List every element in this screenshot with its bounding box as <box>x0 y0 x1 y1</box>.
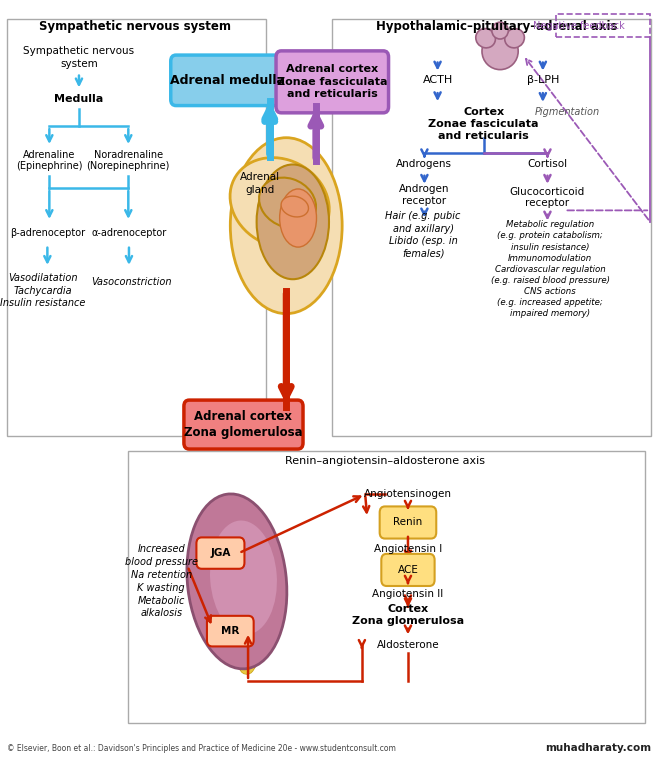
FancyBboxPatch shape <box>184 400 303 449</box>
Ellipse shape <box>259 177 316 228</box>
Text: Cortex
Zona glomerulosa: Cortex Zona glomerulosa <box>352 604 464 627</box>
Text: © Elsevier, Boon et al.: Davidson's Principles and Practice of Medicine 20e - ww: © Elsevier, Boon et al.: Davidson's Prin… <box>7 744 395 753</box>
Ellipse shape <box>281 196 309 217</box>
Text: Adrenal cortex
Zona glomerulosa: Adrenal cortex Zona glomerulosa <box>184 410 303 439</box>
Text: Adrenal cortex
Zonae fasciculata
and reticularis: Adrenal cortex Zonae fasciculata and ret… <box>277 64 388 99</box>
Text: Hair (e.g. pubic
and axillary)
Libido (esp. in
females): Hair (e.g. pubic and axillary) Libido (e… <box>386 211 461 259</box>
FancyBboxPatch shape <box>380 506 436 539</box>
Ellipse shape <box>492 22 509 39</box>
FancyBboxPatch shape <box>276 51 388 113</box>
Text: Negative feedback: Negative feedback <box>533 21 625 31</box>
Text: Androgen
receptor: Androgen receptor <box>399 184 449 206</box>
Text: Pigmentation: Pigmentation <box>535 107 599 118</box>
Text: ACE: ACE <box>397 565 418 575</box>
FancyBboxPatch shape <box>170 55 283 106</box>
Text: Adrenaline
(Epinephrine): Adrenaline (Epinephrine) <box>16 150 83 171</box>
Text: β-adrenoceptor: β-adrenoceptor <box>10 228 85 239</box>
Ellipse shape <box>257 164 329 279</box>
Text: Hypothalamic–pituitary–adrenal axis: Hypothalamic–pituitary–adrenal axis <box>376 21 618 33</box>
Text: Aldosterone: Aldosterone <box>376 640 440 650</box>
Text: Increased
blood pressure
Na retention
K wasting
Metabolic
alkalosis: Increased blood pressure Na retention K … <box>125 545 197 618</box>
FancyBboxPatch shape <box>196 538 245 569</box>
Text: Cortisol: Cortisol <box>528 159 567 170</box>
Ellipse shape <box>230 138 342 314</box>
Bar <box>332 19 651 436</box>
Bar <box>128 451 645 723</box>
Text: Medulla: Medulla <box>55 94 103 105</box>
Text: Vasodilatation
Tachycardia
Insulin resistance: Vasodilatation Tachycardia Insulin resis… <box>0 273 86 308</box>
Text: Adrenal
gland: Adrenal gland <box>240 172 280 195</box>
Bar <box>556 14 650 37</box>
Text: Vasoconstriction: Vasoconstriction <box>91 276 172 287</box>
Ellipse shape <box>476 28 495 48</box>
Ellipse shape <box>505 28 524 48</box>
Text: MR: MR <box>221 626 240 636</box>
Text: Angiotensin II: Angiotensin II <box>372 588 443 599</box>
Text: muhadharaty.com: muhadharaty.com <box>545 743 651 754</box>
Text: Sympathetic nervous system: Sympathetic nervous system <box>39 21 231 33</box>
Bar <box>7 19 266 436</box>
Ellipse shape <box>230 158 329 248</box>
Text: Angiotensinogen: Angiotensinogen <box>364 489 452 500</box>
Text: Noradrenaline
(Norepinephrine): Noradrenaline (Norepinephrine) <box>87 150 170 171</box>
Text: α-adrenoceptor: α-adrenoceptor <box>91 228 166 239</box>
Text: JGA: JGA <box>211 548 230 558</box>
Text: Sympathetic nervous
system: Sympathetic nervous system <box>24 46 134 69</box>
Text: Renin: Renin <box>393 517 422 528</box>
Text: Glucocorticoid
receptor: Glucocorticoid receptor <box>510 187 585 208</box>
Text: ACTH: ACTH <box>422 75 453 86</box>
Ellipse shape <box>187 494 287 669</box>
Ellipse shape <box>482 33 519 70</box>
Text: β-LPH: β-LPH <box>526 75 559 86</box>
FancyBboxPatch shape <box>207 616 253 646</box>
Ellipse shape <box>280 189 316 247</box>
Text: Androgens: Androgens <box>396 159 453 170</box>
Text: Angiotensin I: Angiotensin I <box>374 543 442 554</box>
Text: Cortex
Zonae fasciculata
and reticularis: Cortex Zonae fasciculata and reticularis <box>428 106 539 142</box>
Text: Metabolic regulation
(e.g. protein catabolism;
insulin resistance)
Immunomodulat: Metabolic regulation (e.g. protein catab… <box>491 220 609 318</box>
Ellipse shape <box>210 520 277 635</box>
Text: Adrenal medulla: Adrenal medulla <box>170 74 284 86</box>
FancyBboxPatch shape <box>382 554 434 586</box>
Text: Renin–angiotensin–aldosterone axis: Renin–angiotensin–aldosterone axis <box>285 455 485 466</box>
